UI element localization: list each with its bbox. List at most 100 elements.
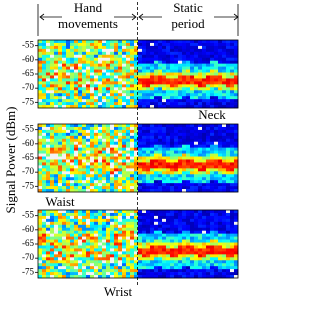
heat-cell bbox=[46, 225, 50, 228]
heat-cell bbox=[174, 263, 178, 266]
heat-cell bbox=[198, 67, 202, 70]
heat-cell bbox=[106, 222, 110, 225]
heat-cell bbox=[46, 257, 50, 260]
heat-cell bbox=[106, 70, 110, 73]
heat-cell bbox=[94, 102, 98, 105]
heat-cell bbox=[214, 55, 218, 58]
heat-cell bbox=[94, 272, 98, 275]
heat-cell bbox=[74, 245, 78, 248]
heat-cell bbox=[86, 234, 90, 237]
heat-cell bbox=[78, 124, 82, 127]
heat-cell bbox=[122, 213, 126, 216]
heat-cell bbox=[178, 148, 182, 151]
heat-cell bbox=[126, 43, 130, 46]
heat-cell bbox=[62, 75, 66, 78]
heat-cell bbox=[138, 222, 142, 225]
heat-cell bbox=[46, 186, 50, 189]
heat-cell bbox=[74, 93, 78, 96]
heat-cell bbox=[66, 67, 70, 70]
heat-cell bbox=[158, 269, 162, 272]
heat-cell bbox=[230, 64, 234, 67]
heat-cell bbox=[214, 210, 218, 213]
heat-cell bbox=[62, 127, 66, 130]
heat-cell bbox=[54, 165, 58, 168]
heat-cell bbox=[158, 234, 162, 237]
heat-cell bbox=[114, 78, 118, 81]
heat-cell bbox=[122, 243, 126, 246]
heat-cell bbox=[42, 228, 46, 231]
heat-cell bbox=[98, 84, 102, 87]
heat-cell bbox=[118, 272, 122, 275]
heat-cell bbox=[42, 90, 46, 93]
heat-cell bbox=[50, 174, 54, 177]
heat-cell bbox=[50, 55, 54, 58]
heat-cell bbox=[82, 139, 86, 142]
heat-cell bbox=[126, 124, 130, 127]
heat-cell bbox=[82, 136, 86, 139]
heat-cell bbox=[170, 222, 174, 225]
heat-cell bbox=[94, 171, 98, 174]
heat-cell bbox=[198, 64, 202, 67]
heat-cell bbox=[102, 93, 106, 96]
heat-cell bbox=[62, 73, 66, 76]
heat-cell bbox=[54, 130, 58, 133]
heat-cell bbox=[214, 133, 218, 136]
heat-cell bbox=[98, 81, 102, 84]
heat-cell bbox=[98, 228, 102, 231]
heat-cell bbox=[114, 99, 118, 102]
heat-cell bbox=[198, 186, 202, 189]
heat-cell bbox=[214, 127, 218, 130]
heat-cell bbox=[86, 87, 90, 90]
heat-cell bbox=[74, 183, 78, 186]
heat-cell bbox=[130, 260, 134, 263]
heat-cell bbox=[94, 55, 98, 58]
heat-cell bbox=[46, 96, 50, 99]
heat-cell bbox=[110, 257, 114, 260]
heat-cell bbox=[170, 67, 174, 70]
heat-cell bbox=[102, 165, 106, 168]
heat-cell bbox=[206, 180, 210, 183]
heat-cell bbox=[50, 225, 54, 228]
heat-cell bbox=[110, 168, 114, 171]
heat-cell bbox=[102, 64, 106, 67]
heat-cell bbox=[230, 222, 234, 225]
heat-cell bbox=[94, 219, 98, 222]
heat-cell bbox=[142, 251, 146, 254]
heat-cell bbox=[98, 99, 102, 102]
heat-cell bbox=[106, 234, 110, 237]
heat-cell bbox=[142, 219, 146, 222]
heat-cell bbox=[42, 243, 46, 246]
heat-cell bbox=[142, 168, 146, 171]
heat-cell bbox=[66, 90, 70, 93]
heat-cell bbox=[70, 171, 74, 174]
heat-cell bbox=[158, 139, 162, 142]
heat-cell bbox=[158, 168, 162, 171]
heat-cell bbox=[150, 90, 154, 93]
heat-cell bbox=[94, 162, 98, 165]
heat-cell bbox=[62, 180, 66, 183]
heat-cell bbox=[178, 84, 182, 87]
heat-cell bbox=[122, 127, 126, 130]
heat-cell bbox=[118, 180, 122, 183]
heat-cell bbox=[218, 219, 222, 222]
heat-cell bbox=[226, 124, 230, 127]
heat-cell bbox=[170, 64, 174, 67]
heat-cell bbox=[166, 46, 170, 49]
heat-cell bbox=[218, 225, 222, 228]
heat-cell bbox=[182, 210, 186, 213]
heat-cell bbox=[154, 177, 158, 180]
heat-cell bbox=[222, 67, 226, 70]
heat-cell bbox=[198, 263, 202, 266]
heat-cell bbox=[110, 248, 114, 251]
heat-cell bbox=[90, 145, 94, 148]
heat-cell bbox=[174, 78, 178, 81]
heat-cell bbox=[226, 159, 230, 162]
heat-cell bbox=[70, 245, 74, 248]
heat-cell bbox=[82, 222, 86, 225]
heat-cell bbox=[114, 254, 118, 257]
heat-cell bbox=[86, 58, 90, 61]
heat-cell bbox=[186, 93, 190, 96]
heat-cell bbox=[222, 222, 226, 225]
heat-cell bbox=[62, 145, 66, 148]
heat-cell bbox=[186, 70, 190, 73]
